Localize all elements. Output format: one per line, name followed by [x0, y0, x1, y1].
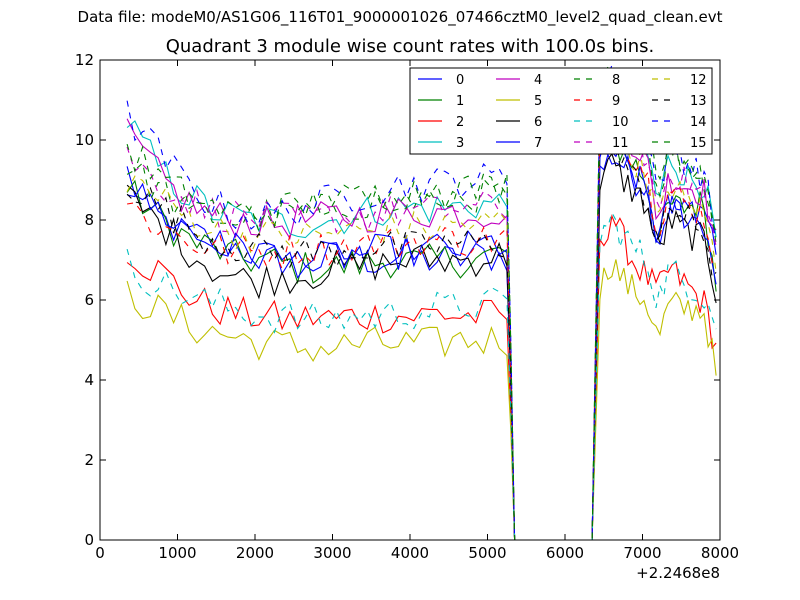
legend-label-10: 10: [612, 115, 629, 130]
axis-ticks: [99, 59, 721, 541]
series-line-14: [126, 63, 717, 541]
series-line-6: [126, 152, 717, 541]
legend-label-5: 5: [534, 94, 542, 109]
y-tick-label: 4: [84, 371, 94, 389]
legend-label-11: 11: [612, 136, 629, 151]
chart-title: Quadrant 3 module wise count rates with …: [165, 36, 655, 57]
x-tick-label: 6000: [546, 544, 584, 562]
legend-label-14: 14: [690, 115, 707, 130]
axis-tick-labels: 0 1000 2000 3000 4000 5000 6000 7000 80000246810…: [75, 51, 739, 562]
series-line-4: [126, 91, 717, 541]
series-line-10: [126, 211, 717, 541]
series-line-5: [126, 259, 717, 541]
series-line-9: [127, 102, 717, 541]
figure-suptitle: Data file: modeM0/AS1G06_116T01_90000010…: [77, 8, 723, 26]
y-tick-label: 0: [84, 531, 94, 549]
legend-label-4: 4: [534, 73, 542, 88]
series-line-8: [126, 68, 717, 541]
legend-label-3: 3: [456, 136, 464, 151]
series-line-1: [126, 136, 717, 541]
legend-label-9: 9: [612, 94, 620, 109]
x-tick-label: 2000: [236, 544, 274, 562]
legend-box: [409, 67, 713, 155]
y-tick-label: 8: [84, 211, 94, 229]
series-line-7: [126, 142, 717, 541]
y-tick-label: 6: [84, 291, 94, 309]
legend-label-12: 12: [690, 73, 707, 88]
legend-label-8: 8: [612, 73, 620, 88]
y-tick-label: 10: [75, 131, 94, 149]
x-tick-label: 4000: [391, 544, 429, 562]
legend-label-7: 7: [534, 136, 542, 151]
legend-label-0: 0: [456, 73, 464, 88]
series-lines: [126, 63, 717, 541]
legend-label-15: 15: [690, 136, 707, 151]
x-axis-offset-label: +2.2468e8: [636, 564, 720, 582]
legend-label-2: 2: [456, 115, 464, 130]
series-line-13: [126, 119, 717, 541]
y-tick-label: 2: [84, 451, 94, 469]
x-tick-label: 0: [95, 544, 105, 562]
series-line-3: [126, 81, 717, 541]
x-tick-label: 7000: [623, 544, 661, 562]
x-tick-label: 3000: [313, 544, 351, 562]
legend-label-1: 1: [456, 94, 464, 109]
series-line-12: [126, 123, 717, 541]
x-tick-label: 1000: [158, 544, 196, 562]
x-tick-label: 5000: [468, 544, 506, 562]
y-tick-label: 12: [75, 51, 94, 69]
legend-label-6: 6: [534, 115, 542, 130]
x-tick-label: 8000: [701, 544, 739, 562]
legend-label-13: 13: [690, 94, 707, 109]
series-line-2: [126, 214, 717, 541]
